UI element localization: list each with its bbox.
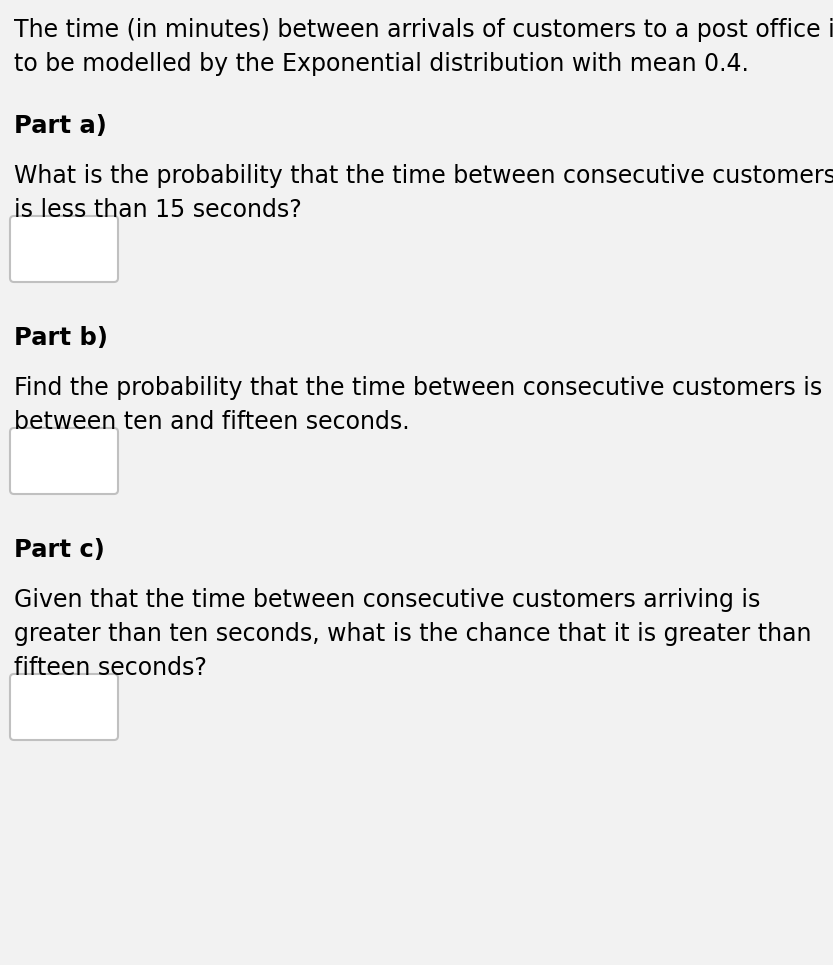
Text: to be modelled by the Exponential distribution with mean 0.4.: to be modelled by the Exponential distri… (14, 52, 749, 76)
Text: Part b): Part b) (14, 326, 108, 350)
FancyBboxPatch shape (10, 674, 118, 740)
Text: greater than ten seconds, what is the chance that it is greater than: greater than ten seconds, what is the ch… (14, 622, 811, 646)
FancyBboxPatch shape (10, 216, 118, 282)
Text: between ten and fifteen seconds.: between ten and fifteen seconds. (14, 410, 410, 434)
Text: The time (in minutes) between arrivals of customers to a post office is: The time (in minutes) between arrivals o… (14, 18, 833, 42)
Text: fifteen seconds?: fifteen seconds? (14, 656, 207, 680)
Text: Find the probability that the time between consecutive customers is: Find the probability that the time betwe… (14, 376, 822, 400)
Text: What is the probability that the time between consecutive customers: What is the probability that the time be… (14, 164, 833, 188)
Text: is less than 15 seconds?: is less than 15 seconds? (14, 198, 302, 222)
Text: Part c): Part c) (14, 538, 105, 562)
Text: Part a): Part a) (14, 114, 107, 138)
Text: Given that the time between consecutive customers arriving is: Given that the time between consecutive … (14, 588, 761, 612)
FancyBboxPatch shape (10, 428, 118, 494)
